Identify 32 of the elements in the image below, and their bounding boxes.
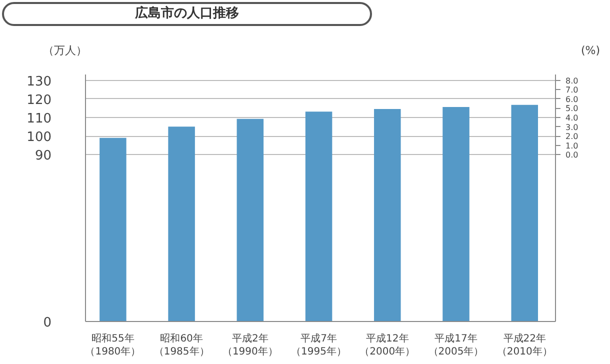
x-tick-label: 平成17年（2005年） (428, 332, 484, 358)
y2-tick-label: 0.0 (566, 150, 578, 160)
x-tick-label: 平成7年（1995年） (291, 332, 347, 358)
bar (511, 104, 538, 322)
bar (442, 106, 470, 322)
x-tick-label: 平成12年（2000年） (360, 332, 416, 358)
bar (236, 118, 264, 322)
bar (100, 138, 126, 322)
x-tick-label: 平成22年（2010年） (496, 332, 552, 358)
x-tick-label: 昭和55年（1980年） (85, 332, 141, 358)
y2-tick-label: 2.0 (566, 132, 578, 142)
y2-tick-label: 8.0 (566, 76, 578, 86)
y2-tick-label: 5.0 (566, 104, 578, 114)
bar (168, 126, 195, 322)
y-tick-label: 110 (26, 112, 52, 127)
bar (374, 108, 401, 322)
y2-tick-label: 6.0 (566, 94, 578, 104)
y-tick-label: 100 (26, 130, 52, 146)
bar (305, 112, 332, 322)
y2-tick-label: 1.0 (566, 141, 578, 150)
y2-tick-label: 7.0 (566, 86, 578, 95)
y2-axis-title: (%) (581, 43, 600, 59)
y-tick-label: 0 (43, 316, 52, 330)
y-tick-label: 130 (26, 74, 52, 90)
x-tick-label: 昭和60年（1985年） (154, 332, 210, 358)
y-tick-label: 120 (26, 92, 52, 108)
y2-tick-label: 4.0 (566, 114, 578, 123)
x-tick-label: 平成2年（1990年） (222, 332, 278, 358)
y-axis-title: （万人） (43, 43, 87, 59)
chart-title: 広島市の人口推移 (135, 4, 239, 23)
y-tick-label: 90 (34, 148, 52, 164)
y2-tick-label: 3.0 (566, 122, 578, 132)
